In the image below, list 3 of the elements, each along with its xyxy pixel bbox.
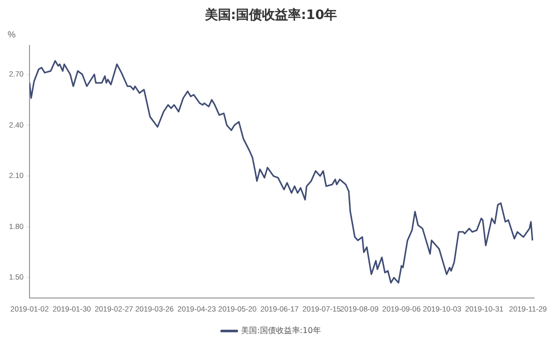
y-axis-title: %: [8, 30, 16, 40]
legend-label: 美国:国债收益率:10年: [241, 326, 321, 336]
chart-title: 美国:国债收益率:10年: [204, 7, 338, 24]
